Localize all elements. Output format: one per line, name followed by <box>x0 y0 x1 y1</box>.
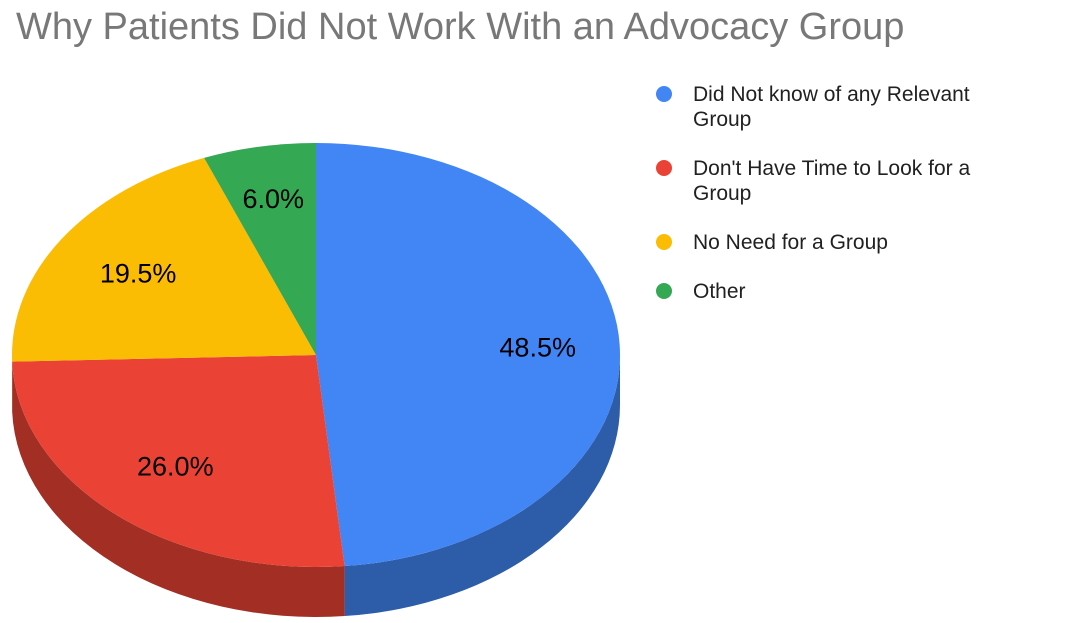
legend-item-label: Don't Have Time to Look for a Group <box>693 157 971 205</box>
legend-item-1[interactable]: Don't Have Time to Look for a Group <box>656 156 1036 206</box>
pie-slice-label-2: 19.5% <box>100 259 177 289</box>
legend-item-3[interactable]: Other <box>656 279 1036 304</box>
legend-swatch-icon <box>656 283 672 299</box>
pie-slice-label-1: 26.0% <box>137 451 214 481</box>
legend-item-label: No Need for a Group <box>693 231 888 254</box>
chart-title: Why Patients Did Not Work With an Advoca… <box>16 6 905 48</box>
pie-slice-0[interactable] <box>316 143 621 567</box>
legend-swatch-icon <box>656 86 672 102</box>
legend-item-label: Other <box>693 280 746 303</box>
legend: Did Not know of any Relevant Group Don't … <box>656 82 1036 328</box>
pie-chart: 48.5% 26.0% 19.5% 6.0% <box>12 143 621 618</box>
legend-swatch-icon <box>656 234 672 250</box>
legend-item-2[interactable]: No Need for a Group <box>656 230 1036 255</box>
legend-swatch-icon <box>656 160 672 176</box>
pie-slice-label-3: 6.0% <box>243 184 305 214</box>
pie-slice-label-0: 48.5% <box>499 333 576 363</box>
pie-slice-2[interactable] <box>12 157 317 362</box>
legend-item-label: Did Not know of any Relevant Group <box>693 83 970 131</box>
pie-slice-side-0 <box>344 355 620 617</box>
pie-slice-3[interactable] <box>204 143 316 355</box>
pie-slice-side-1 <box>12 361 345 618</box>
legend-item-0[interactable]: Did Not know of any Relevant Group <box>656 82 1036 132</box>
pie-slice-1[interactable] <box>12 355 345 568</box>
